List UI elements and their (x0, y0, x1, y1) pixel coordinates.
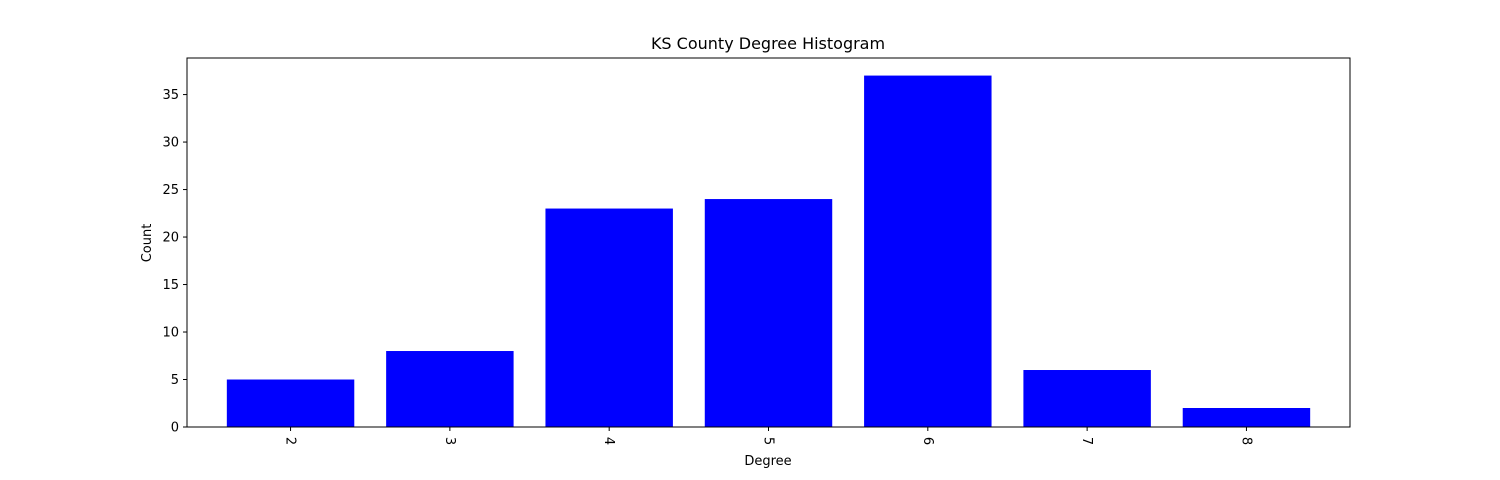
y-tick-label-25: 25 (162, 183, 179, 198)
x-axis-label: Degree (744, 454, 791, 469)
y-tick-label-30: 30 (162, 136, 179, 151)
x-tick-label-8: 8 (1238, 437, 1253, 445)
y-axis-ticks: 0 5 10 15 20 25 30 35 (162, 88, 187, 436)
chart-title: KS County Degree Histogram (651, 34, 885, 53)
plot-area-frame (186, 57, 1351, 428)
x-tick-label-3: 3 (442, 437, 457, 445)
bar-4 (545, 208, 673, 427)
y-tick-label-20: 20 (162, 231, 179, 246)
bars (226, 75, 1311, 428)
y-axis-label: Count (140, 224, 155, 263)
x-tick-label-2: 2 (283, 437, 298, 445)
bar-3 (386, 351, 514, 427)
y-tick-label-15: 15 (162, 278, 179, 293)
bar-2 (226, 379, 355, 427)
y-tick-label-35: 35 (162, 88, 179, 103)
y-tick-label-5: 5 (171, 373, 179, 388)
x-tick-label-5: 5 (761, 437, 776, 445)
x-tick-label-7: 7 (1079, 437, 1094, 445)
x-tick-label-4: 4 (601, 437, 616, 445)
bar-5 (704, 199, 833, 427)
bar-7 (1023, 370, 1151, 427)
bar-8 (1182, 408, 1311, 427)
y-tick-label-0: 0 (171, 421, 179, 436)
x-axis-ticks: 2 3 4 5 6 7 8 (283, 427, 1253, 445)
y-tick-label-10: 10 (162, 326, 179, 341)
bar-6 (864, 75, 992, 428)
x-tick-label-6: 6 (920, 437, 935, 445)
